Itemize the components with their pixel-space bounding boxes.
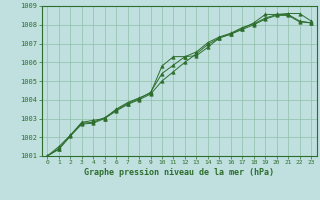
X-axis label: Graphe pression niveau de la mer (hPa): Graphe pression niveau de la mer (hPa): [84, 168, 274, 177]
